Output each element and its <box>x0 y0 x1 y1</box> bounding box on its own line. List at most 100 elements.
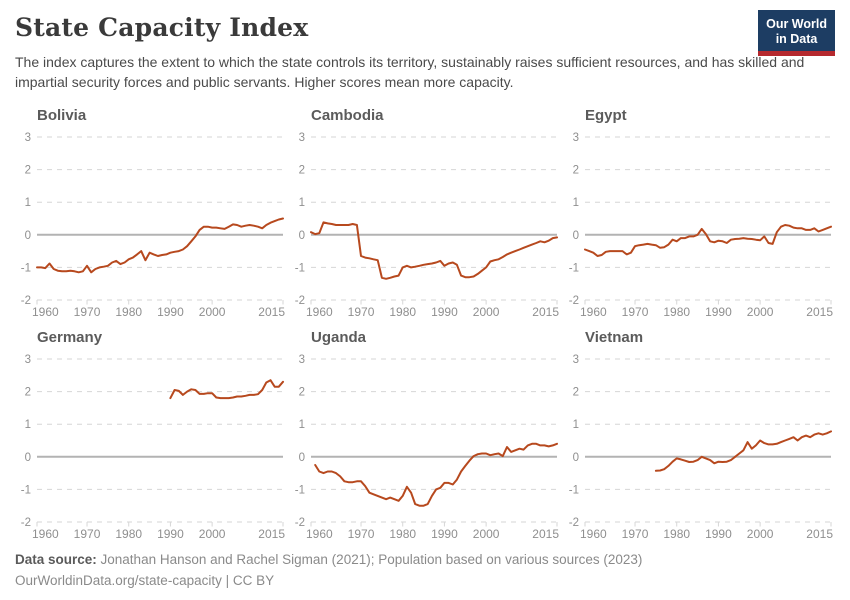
y-axis-tick-label: 2 <box>573 164 579 176</box>
x-axis-tick-label: 2015 <box>806 527 833 541</box>
panel-title-uganda: Uganda <box>311 328 367 346</box>
x-axis-tick-label: 2000 <box>473 305 500 319</box>
y-axis-tick-label: -2 <box>21 517 31 529</box>
x-axis-tick-label: 1960 <box>580 305 607 319</box>
y-axis-tick-label: -2 <box>21 295 31 307</box>
y-axis-tick-label: 1 <box>299 197 305 209</box>
y-axis-tick-label: 0 <box>573 451 579 463</box>
x-axis-tick-label: 1990 <box>431 305 458 319</box>
x-axis-tick-label: 2000 <box>747 527 774 541</box>
y-axis-tick-label: 2 <box>573 386 579 398</box>
x-axis-tick-label: 1960 <box>32 527 59 541</box>
chart-header: State Capacity Index Our World in Data T… <box>15 10 835 93</box>
y-axis-tick-label: 0 <box>299 451 305 463</box>
chart-panel-egypt: Egypt 3 2 1 0 -1 -2 1960 1970 1980 1990 2000 2015 <box>563 107 835 321</box>
data-source-label: Data source: <box>15 551 97 567</box>
y-axis-tick-label: 1 <box>573 419 579 431</box>
x-axis-tick-label: 2000 <box>199 305 226 319</box>
x-axis-tick-label: 1980 <box>115 527 142 541</box>
x-axis-tick-label: 1990 <box>705 305 732 319</box>
x-axis-tick-label: 2000 <box>473 527 500 541</box>
panel-title-germany: Germany <box>37 328 103 346</box>
page-title: State Capacity Index <box>15 13 309 42</box>
x-axis-tick-label: 2015 <box>532 305 559 319</box>
y-axis-tick-label: -2 <box>295 517 305 529</box>
y-axis-tick-label: 2 <box>25 164 31 176</box>
charts-grid: Bolivia 3 2 1 0 -1 -2 1960 1970 1980 1990 2000 2015 C… <box>15 107 835 543</box>
y-axis-tick-label: 3 <box>299 132 305 144</box>
y-axis-tick-label: -1 <box>569 262 579 274</box>
x-axis-tick-label: 1970 <box>622 305 649 319</box>
y-axis-tick-label: -1 <box>21 484 31 496</box>
x-axis-tick-label: 1980 <box>389 305 416 319</box>
x-axis-tick-label: 1970 <box>622 527 649 541</box>
x-axis-tick-label: 1980 <box>663 305 690 319</box>
x-axis-tick-label: 2015 <box>258 527 285 541</box>
x-axis-tick-label: 2015 <box>258 305 285 319</box>
x-axis-tick-label: 1990 <box>157 305 184 319</box>
x-axis-tick-label: 2015 <box>806 305 833 319</box>
y-axis-tick-label: -1 <box>295 262 305 274</box>
panel-title-cambodia: Cambodia <box>311 106 384 124</box>
x-axis-tick-label: 1990 <box>431 527 458 541</box>
bolivia-series-line <box>36 217 284 273</box>
y-axis-tick-label: 0 <box>25 451 31 463</box>
x-axis-tick-label: 1970 <box>348 305 375 319</box>
chart-panel-cambodia: Cambodia 3 2 1 0 -1 -2 1960 1970 1980 1990 2000 2015 <box>289 107 561 321</box>
x-axis-tick-label: 1970 <box>74 527 101 541</box>
citation-line: OurWorldinData.org/state-capacity | CC B… <box>15 572 275 588</box>
panel-title-bolivia: Bolivia <box>37 106 87 124</box>
y-axis-tick-label: -2 <box>569 295 579 307</box>
y-axis-tick-label: 3 <box>299 354 305 366</box>
x-axis-tick-label: 2000 <box>199 527 226 541</box>
y-axis-tick-label: 0 <box>573 229 579 241</box>
y-axis-tick-label: 3 <box>25 354 31 366</box>
x-axis-tick-label: 1960 <box>306 527 333 541</box>
vietnam-series-line <box>654 429 832 472</box>
y-axis-tick-label: -1 <box>295 484 305 496</box>
y-axis-tick-label: 2 <box>25 386 31 398</box>
x-axis-tick-label: 1970 <box>348 527 375 541</box>
x-axis-tick-label: 1990 <box>157 527 184 541</box>
panel-title-egypt: Egypt <box>585 106 627 124</box>
y-axis-tick-label: 3 <box>573 132 579 144</box>
chart-panel-bolivia: Bolivia 3 2 1 0 -1 -2 1960 1970 1980 1990 2000 2015 <box>15 107 287 321</box>
y-axis-tick-label: -2 <box>569 517 579 529</box>
germany-series-line <box>169 378 284 399</box>
owid-logo-line2: in Data <box>775 32 818 46</box>
chart-subtitle: The index captures the extent to which t… <box>15 54 805 91</box>
x-axis-tick-label: 1960 <box>32 305 59 319</box>
x-axis-tick-label: 1970 <box>74 305 101 319</box>
uganda-series-line <box>314 442 558 507</box>
owid-logo-line1: Our World <box>766 17 827 31</box>
chart-panel-uganda: Uganda 3 2 1 0 -1 -2 1960 1970 1980 1990 2000 2015 <box>289 329 561 543</box>
chart-footer: Data source: Jonathan Hanson and Rachel … <box>15 552 835 588</box>
y-axis-tick-label: 2 <box>299 386 305 398</box>
x-axis-tick-label: 1960 <box>306 305 333 319</box>
y-axis-tick-label: 3 <box>573 354 579 366</box>
owid-logo: Our World in Data <box>758 10 835 56</box>
y-axis-tick-label: 0 <box>25 229 31 241</box>
y-axis-tick-label: -1 <box>569 484 579 496</box>
y-axis-tick-label: 1 <box>573 197 579 209</box>
data-source-text: Jonathan Hanson and Rachel Sigman (2021)… <box>96 551 643 567</box>
data-source-line: Data source: Jonathan Hanson and Rachel … <box>15 552 835 567</box>
x-axis-tick-label: 2015 <box>532 527 559 541</box>
x-axis-tick-label: 1960 <box>580 527 607 541</box>
y-axis-tick-label: 1 <box>25 197 31 209</box>
y-axis-tick-label: -1 <box>21 262 31 274</box>
x-axis-tick-label: 2000 <box>747 305 774 319</box>
chart-panel-germany: Germany 3 2 1 0 -1 -2 1960 1970 1980 1990 2000 2015 <box>15 329 287 543</box>
cambodia-series-line <box>310 220 558 280</box>
x-axis-tick-label: 1980 <box>389 527 416 541</box>
chart-panel-vietnam: Vietnam 3 2 1 0 -1 -2 1960 1970 1980 1990 2000 2015 <box>563 329 835 543</box>
y-axis-tick-label: 3 <box>25 132 31 144</box>
x-axis-tick-label: 1980 <box>115 305 142 319</box>
